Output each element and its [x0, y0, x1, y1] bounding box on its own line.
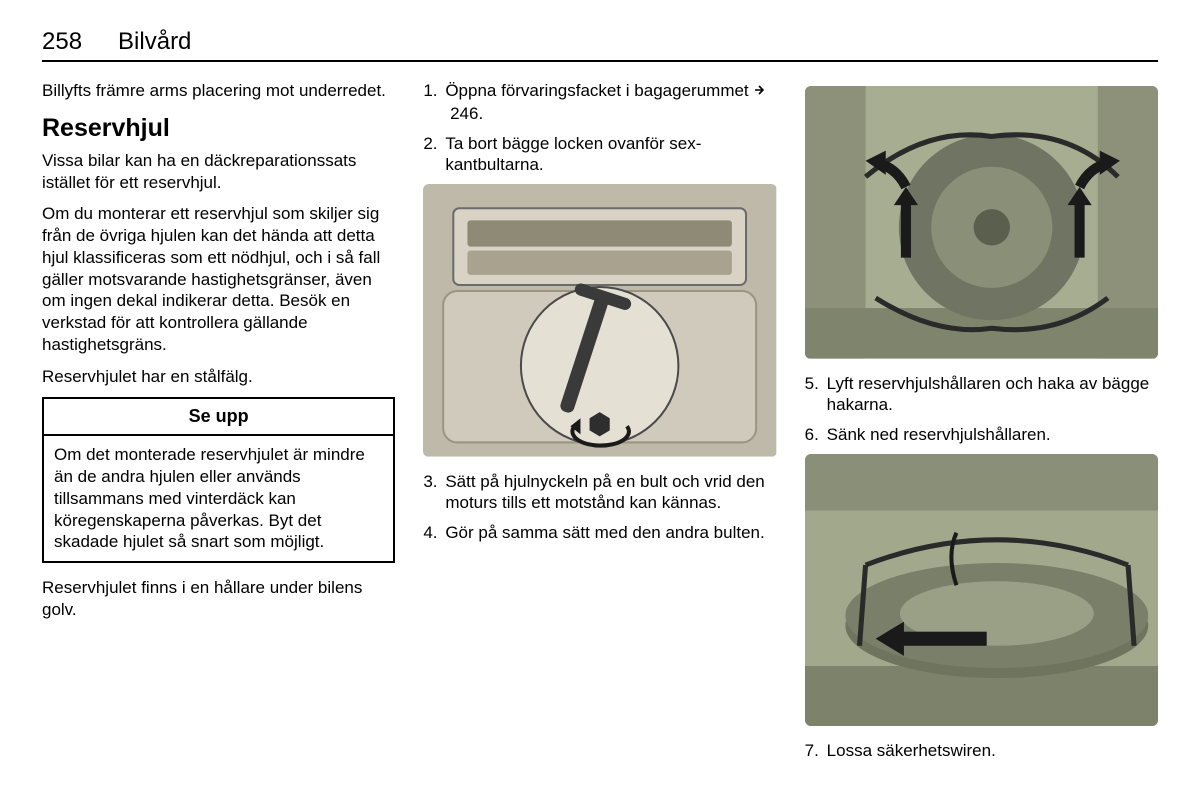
intro-paragraph: Billyfts främre arms placering mot under… — [42, 80, 395, 102]
xref-number: 246 — [450, 104, 478, 123]
text: Öppna förvaringsfacket i bagage­rummet — [445, 81, 753, 100]
list-number: 6. — [805, 424, 827, 446]
xref-icon — [753, 81, 767, 103]
list-number: 4. — [423, 522, 445, 544]
paragraph: Reservhjulet finns i en hållare under bi… — [42, 577, 395, 621]
paragraph: Reservhjulet har en stålfälg. — [42, 366, 395, 388]
list-item: 3. Sätt på hjulnyckeln på en bult och vr… — [423, 471, 776, 515]
list-text: Sätt på hjulnyckeln på en bult och vrid … — [445, 471, 776, 515]
chapter-title: Bilvård — [118, 28, 191, 56]
column-3: 5. Lyft reservhjulshållaren och haka av … — [805, 80, 1158, 770]
figure-carrier-lower — [805, 454, 1158, 727]
column-2: 1. Öppna förvaringsfacket i bagage­rumme… — [423, 80, 776, 770]
list-item: 4. Gör på samma sätt med den andra bulte… — [423, 522, 776, 544]
page-number: 258 — [42, 28, 82, 56]
caution-body: Om det monterade reservhjulet är mindre … — [44, 436, 393, 561]
list-text: Sänk ned reservhjulshållaren. — [827, 424, 1158, 446]
list-number: 7. — [805, 740, 827, 762]
list-item: 2. Ta bort bägge locken ovanför sex­kant… — [423, 133, 776, 177]
page-header: 258 Bilvård — [42, 28, 1158, 62]
list-number: 2. — [423, 133, 445, 177]
list-text: Lyft reservhjulshållaren och haka av bäg… — [827, 373, 1158, 417]
column-1: Billyfts främre arms placering mot under… — [42, 80, 395, 770]
list-text: Öppna förvaringsfacket i bagage­rummet 2… — [445, 80, 776, 125]
list-item: 6. Sänk ned reservhjulshållaren. — [805, 424, 1158, 446]
list-item: 1. Öppna förvaringsfacket i bagage­rumme… — [423, 80, 776, 125]
text: . — [478, 104, 483, 123]
list-text: Gör på samma sätt med den andra bulten. — [445, 522, 776, 544]
figure-carrier-unhook — [805, 86, 1158, 359]
section-heading: Reservhjul — [42, 112, 395, 144]
content-columns: Billyfts främre arms placering mot under… — [42, 80, 1158, 770]
list-number: 3. — [423, 471, 445, 515]
paragraph: Vissa bilar kan ha en däckrepara­tionssa… — [42, 150, 395, 194]
figure-trunk-wrench — [423, 184, 776, 457]
list-text: Lossa säkerhetswiren. — [827, 740, 1158, 762]
list-text: Ta bort bägge locken ovanför sex­kantbul… — [445, 133, 776, 177]
caution-title: Se upp — [44, 399, 393, 436]
list-item: 7. Lossa säkerhetswiren. — [805, 740, 1158, 762]
list-item: 5. Lyft reservhjulshållaren och haka av … — [805, 373, 1158, 417]
caution-box: Se upp Om det monterade reservhjulet är … — [42, 397, 395, 563]
paragraph: Om du monterar ett reservhjul som skilje… — [42, 203, 395, 355]
list-number: 5. — [805, 373, 827, 417]
list-number: 1. — [423, 80, 445, 125]
